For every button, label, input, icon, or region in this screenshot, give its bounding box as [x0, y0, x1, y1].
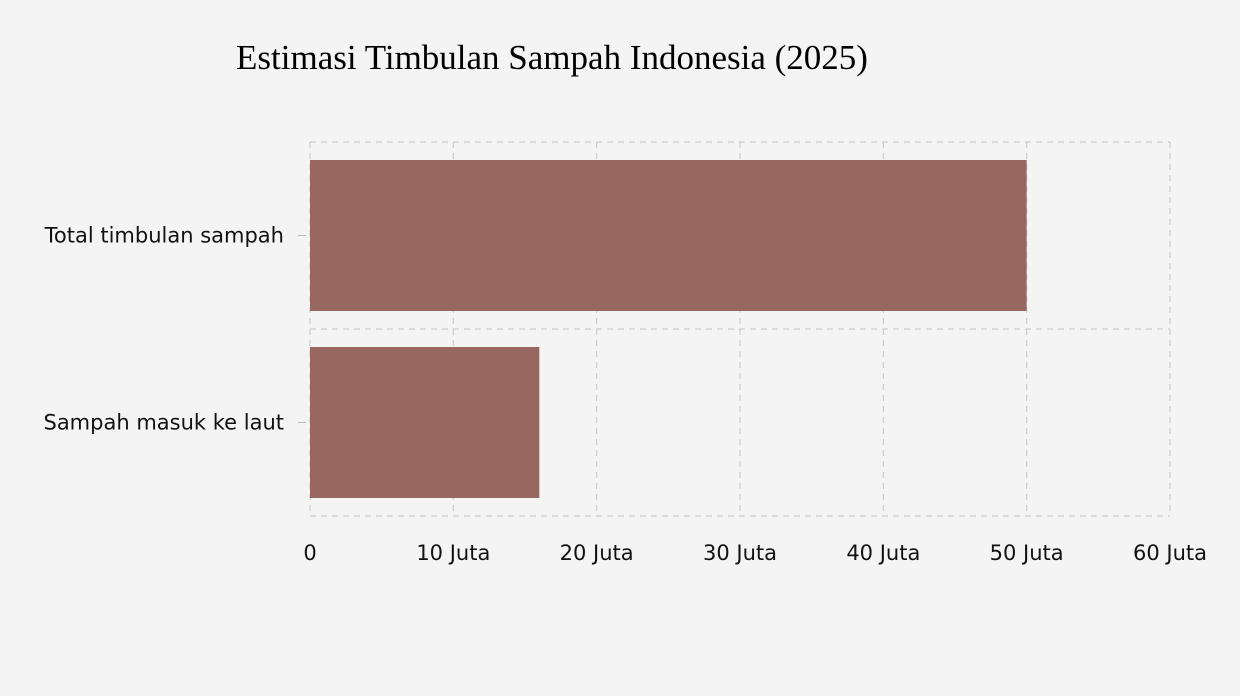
bar[interactable]	[310, 160, 1027, 311]
y-tick-label: Total timbulan sampah	[44, 224, 284, 248]
x-tick-label: 50 Juta	[990, 541, 1064, 565]
x-tick-label: 30 Juta	[703, 541, 777, 565]
y-axis: Total timbulan sampah Sampah masuk ke lau…	[43, 224, 306, 435]
x-tick-label: 0	[303, 541, 316, 565]
x-axis: 0 10 Juta 20 Juta 30 Juta 40 Juta 50 Juta 60 J…	[303, 541, 1207, 565]
x-tick-label: 10 Juta	[416, 541, 490, 565]
bar[interactable]	[310, 347, 540, 498]
grid-lines	[309, 141, 1171, 517]
x-tick-label: 20 Juta	[560, 541, 634, 565]
y-tick-label: Sampah masuk ke laut	[43, 411, 284, 435]
x-tick-label: 60 Juta	[1133, 541, 1207, 565]
x-tick-label: 40 Juta	[846, 541, 920, 565]
chart-title: Estimasi Timbulan Sampah Indonesia (2025…	[236, 38, 868, 77]
bars	[310, 160, 1027, 498]
